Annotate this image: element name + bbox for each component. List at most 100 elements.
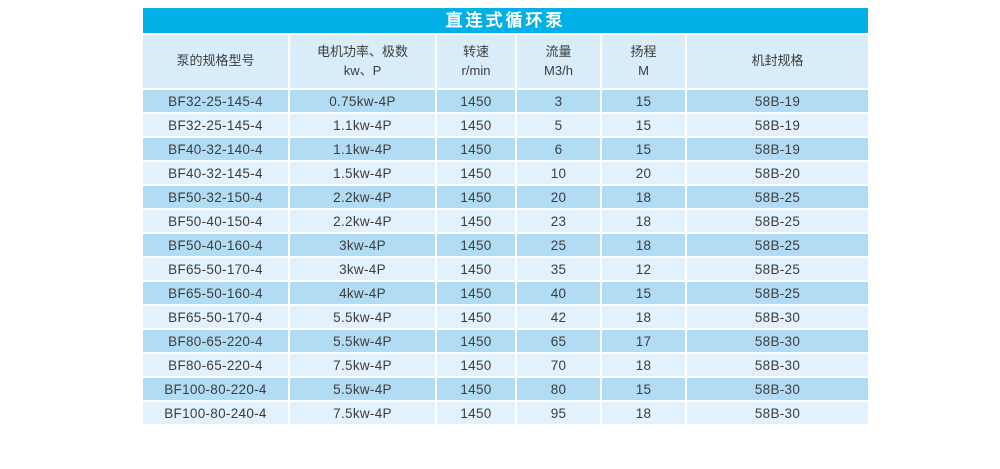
cell-power: 7.5kw-4P — [290, 354, 435, 376]
cell-head: 18 — [602, 306, 685, 328]
cell-speed: 1450 — [437, 234, 515, 256]
cell-model: BF50-32-150-4 — [143, 186, 288, 208]
cell-model: BF65-50-170-4 — [143, 258, 288, 280]
table-row: BF100-80-240-4 7.5kw-4P 1450 95 18 58B-30 — [143, 402, 868, 424]
cell-head: 18 — [602, 354, 685, 376]
cell-model: BF65-50-160-4 — [143, 282, 288, 304]
cell-power: 1.1kw-4P — [290, 138, 435, 160]
column-header-label: 电机功率、极数 — [316, 43, 408, 59]
cell-model: BF32-25-145-4 — [143, 114, 288, 136]
cell-flow: 3 — [517, 90, 600, 112]
table-row: BF65-50-170-4 5.5kw-4P 1450 42 18 58B-30 — [143, 306, 868, 328]
cell-model: BF80-65-220-4 — [143, 354, 288, 376]
column-header-head: 扬程 M — [602, 35, 685, 88]
cell-head: 18 — [602, 234, 685, 256]
cell-flow: 20 — [517, 186, 600, 208]
cell-speed: 1450 — [437, 330, 515, 352]
cell-power: 3kw-4P — [290, 258, 435, 280]
cell-seal: 58B-25 — [687, 282, 868, 304]
cell-seal: 58B-19 — [687, 114, 868, 136]
cell-seal: 58B-19 — [687, 90, 868, 112]
cell-flow: 25 — [517, 234, 600, 256]
cell-model: BF50-40-160-4 — [143, 234, 288, 256]
cell-seal: 58B-30 — [687, 306, 868, 328]
cell-head: 17 — [602, 330, 685, 352]
cell-flow: 40 — [517, 282, 600, 304]
cell-seal: 58B-30 — [687, 378, 868, 400]
cell-speed: 1450 — [437, 354, 515, 376]
column-header-label: 流量 — [545, 43, 572, 59]
cell-head: 15 — [602, 378, 685, 400]
column-header-label: 机封规格 — [751, 53, 804, 69]
cell-power: 3kw-4P — [290, 234, 435, 256]
cell-flow: 95 — [517, 402, 600, 424]
cell-flow: 5 — [517, 114, 600, 136]
cell-power: 2.2kw-4P — [290, 210, 435, 232]
cell-seal: 58B-30 — [687, 402, 868, 424]
table-row: BF40-32-140-4 1.1kw-4P 1450 6 15 58B-19 — [143, 138, 868, 160]
column-header-speed: 转速 r/min — [437, 35, 515, 88]
cell-head: 15 — [602, 138, 685, 160]
cell-flow: 6 — [517, 138, 600, 160]
cell-speed: 1450 — [437, 114, 515, 136]
table-row: BF40-32-145-4 1.5kw-4P 1450 10 20 58B-20 — [143, 162, 868, 184]
table-row: BF50-40-150-4 2.2kw-4P 1450 23 18 58B-25 — [143, 210, 868, 232]
table-row: BF65-50-170-4 3kw-4P 1450 35 12 58B-25 — [143, 258, 868, 280]
column-header-unit: kw、P — [343, 62, 382, 78]
cell-flow: 65 — [517, 330, 600, 352]
cell-power: 5.5kw-4P — [290, 306, 435, 328]
cell-speed: 1450 — [437, 138, 515, 160]
cell-model: BF65-50-170-4 — [143, 306, 288, 328]
cell-model: BF32-25-145-4 — [143, 90, 288, 112]
cell-power: 5.5kw-4P — [290, 378, 435, 400]
column-header-label: 扬程 — [630, 43, 657, 59]
column-header-seal: 机封规格 — [687, 35, 868, 88]
pump-spec-table: 直连式循环泵 泵的规格型号 电机功率、极数 kw、P 转速 r/min 流量 M3/h 扬程 M… — [143, 8, 868, 426]
cell-seal: 58B-25 — [687, 234, 868, 256]
table-row: BF80-65-220-4 5.5kw-4P 1450 65 17 58B-30 — [143, 330, 868, 352]
table-row: BF100-80-220-4 5.5kw-4P 1450 80 15 58B-30 — [143, 378, 868, 400]
cell-seal: 58B-25 — [687, 210, 868, 232]
column-header-unit: M — [638, 62, 649, 78]
cell-head: 15 — [602, 90, 685, 112]
cell-speed: 1450 — [437, 210, 515, 232]
column-header-label: 泵的规格型号 — [176, 53, 255, 69]
cell-flow: 23 — [517, 210, 600, 232]
column-header-unit: M3/h — [544, 62, 573, 78]
cell-head: 18 — [602, 210, 685, 232]
table-row: BF50-32-150-4 2.2kw-4P 1450 20 18 58B-25 — [143, 186, 868, 208]
table-row: BF32-25-145-4 0.75kw-4P 1450 3 15 58B-19 — [143, 90, 868, 112]
cell-model: BF40-32-145-4 — [143, 162, 288, 184]
cell-speed: 1450 — [437, 258, 515, 280]
table-row: BF32-25-145-4 1.1kw-4P 1450 5 15 58B-19 — [143, 114, 868, 136]
table-body: BF32-25-145-4 0.75kw-4P 1450 3 15 58B-19 BF32-… — [143, 90, 868, 424]
cell-speed: 1450 — [437, 162, 515, 184]
cell-seal: 58B-20 — [687, 162, 868, 184]
cell-head: 15 — [602, 114, 685, 136]
cell-head: 18 — [602, 402, 685, 424]
table-title: 直连式循环泵 — [143, 8, 868, 33]
cell-flow: 80 — [517, 378, 600, 400]
table-row: BF80-65-220-4 7.5kw-4P 1450 70 18 58B-30 — [143, 354, 868, 376]
cell-power: 5.5kw-4P — [290, 330, 435, 352]
cell-head: 18 — [602, 186, 685, 208]
cell-model: BF50-40-150-4 — [143, 210, 288, 232]
cell-speed: 1450 — [437, 186, 515, 208]
cell-speed: 1450 — [437, 402, 515, 424]
cell-power: 1.5kw-4P — [290, 162, 435, 184]
cell-flow: 10 — [517, 162, 600, 184]
column-header-label: 转速 — [462, 43, 489, 59]
cell-seal: 58B-25 — [687, 186, 868, 208]
cell-seal: 58B-30 — [687, 354, 868, 376]
cell-speed: 1450 — [437, 282, 515, 304]
column-header-unit: r/min — [461, 62, 491, 78]
cell-seal: 58B-30 — [687, 330, 868, 352]
cell-head: 15 — [602, 282, 685, 304]
cell-power: 4kw-4P — [290, 282, 435, 304]
cell-power: 0.75kw-4P — [290, 90, 435, 112]
table-row: BF50-40-160-4 3kw-4P 1450 25 18 58B-25 — [143, 234, 868, 256]
cell-flow: 35 — [517, 258, 600, 280]
column-header-flow: 流量 M3/h — [517, 35, 600, 88]
cell-power: 2.2kw-4P — [290, 186, 435, 208]
